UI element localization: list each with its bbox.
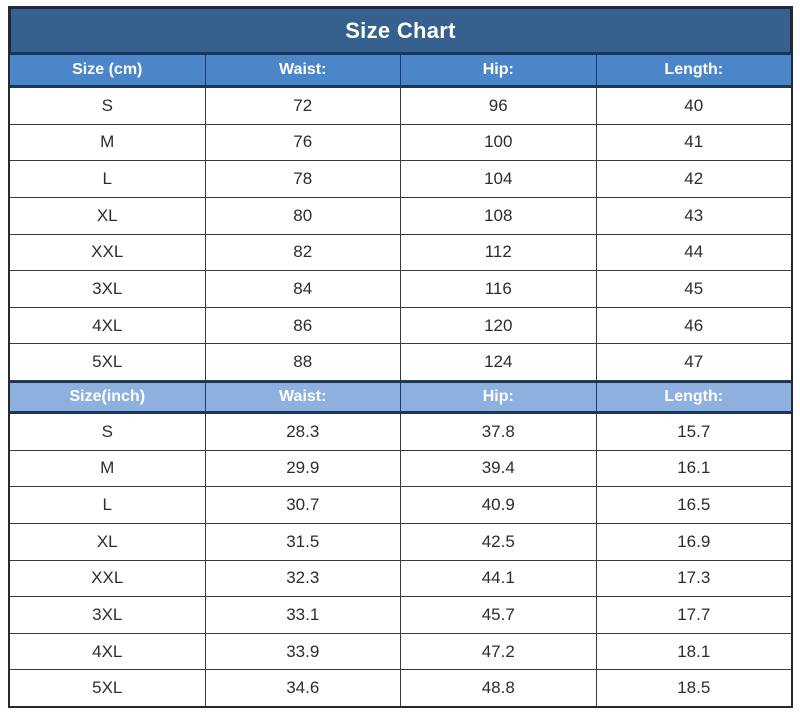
size-cell: S bbox=[10, 414, 206, 450]
value-cell: 15.7 bbox=[677, 421, 711, 441]
size-cell: XL bbox=[10, 197, 206, 234]
value-cell: 18.5 bbox=[677, 678, 711, 698]
size-cell: 4XL bbox=[10, 307, 206, 344]
table-row: L 78 104 42 bbox=[10, 161, 791, 198]
value-cell: 16.1 bbox=[677, 458, 711, 478]
value-cell: 47 bbox=[684, 352, 704, 372]
value-cell: 33.1 bbox=[206, 597, 401, 633]
value-cell: 42.5 bbox=[401, 523, 597, 560]
header-cell-inch-1: Waist: bbox=[206, 383, 401, 411]
size-cell: 5XL bbox=[10, 670, 206, 706]
value-cell: 72 bbox=[206, 88, 401, 124]
table-row: 5XL 34.6 48.8 18.5 bbox=[10, 670, 791, 706]
value-cell: 86 bbox=[206, 307, 401, 344]
value-cell: 96 bbox=[401, 88, 597, 124]
value-cell: 40.9 bbox=[401, 487, 597, 523]
value-cell: 120 bbox=[401, 307, 597, 344]
header-cell-inch-0: Size(inch) bbox=[10, 383, 206, 411]
value-cell: 33.9 bbox=[206, 633, 401, 670]
value-cell: 17.7 bbox=[677, 604, 711, 624]
value-cell: 45 bbox=[684, 278, 704, 298]
header-cell-inch-2: Hip: bbox=[401, 383, 597, 411]
page-title: Size Chart bbox=[345, 17, 456, 43]
value-cell: 43 bbox=[684, 205, 704, 225]
value-cell: 112 bbox=[401, 234, 597, 271]
table-row: S 28.3 37.8 15.7 bbox=[10, 414, 791, 451]
value-cell: 124 bbox=[401, 344, 597, 380]
size-cell: M bbox=[10, 450, 206, 487]
size-cell: XXL bbox=[10, 234, 206, 271]
value-cell: 17.3 bbox=[677, 568, 711, 588]
value-cell: 48.8 bbox=[401, 670, 597, 706]
table-row: 4XL 33.9 47.2 18.1 bbox=[10, 633, 791, 671]
value-cell: 42 bbox=[684, 169, 704, 189]
value-cell: 30.7 bbox=[206, 487, 401, 523]
size-cell: L bbox=[10, 487, 206, 523]
value-cell: 78 bbox=[206, 161, 401, 197]
value-cell: 40 bbox=[684, 95, 704, 115]
size-cell: 4XL bbox=[10, 633, 206, 670]
table-row: 4XL 86 120 46 bbox=[10, 307, 791, 345]
table-row: S 72 96 40 bbox=[10, 88, 791, 125]
size-chart-title-bar: Size Chart bbox=[8, 6, 793, 55]
size-cell: L bbox=[10, 161, 206, 197]
value-cell: 80 bbox=[206, 197, 401, 234]
value-cell: 76 bbox=[206, 124, 401, 161]
header-row-inch: Size(inch) Waist: Hip: Length: bbox=[10, 381, 791, 414]
value-cell: 116 bbox=[401, 271, 597, 307]
size-cell: S bbox=[10, 88, 206, 124]
value-cell: 100 bbox=[401, 124, 597, 161]
size-cell: XXL bbox=[10, 560, 206, 597]
table-row: XXL 32.3 44.1 17.3 bbox=[10, 560, 791, 598]
table-row: 3XL 33.1 45.7 17.7 bbox=[10, 597, 791, 634]
value-cell: 31.5 bbox=[206, 523, 401, 560]
value-cell: 16.5 bbox=[677, 495, 711, 515]
size-cell: M bbox=[10, 124, 206, 161]
header-cell-cm-1: Waist: bbox=[206, 55, 401, 85]
value-cell: 16.9 bbox=[677, 531, 711, 551]
header-cell-inch-3: Length: bbox=[664, 388, 724, 405]
value-cell: 34.6 bbox=[206, 670, 401, 706]
table-row: XXL 82 112 44 bbox=[10, 234, 791, 272]
header-cell-cm-0: Size (cm) bbox=[10, 55, 206, 85]
value-cell: 28.3 bbox=[206, 414, 401, 450]
value-cell: 39.4 bbox=[401, 450, 597, 487]
size-chart: Size Chart Size (cm) Waist: Hip: Length: S 72… bbox=[8, 6, 793, 708]
value-cell: 32.3 bbox=[206, 560, 401, 597]
value-cell: 44 bbox=[684, 242, 704, 262]
header-row-cm: Size (cm) Waist: Hip: Length: bbox=[10, 55, 791, 88]
value-cell: 18.1 bbox=[677, 641, 711, 661]
header-cell-cm-3: Length: bbox=[664, 61, 724, 78]
table-row: L 30.7 40.9 16.5 bbox=[10, 487, 791, 524]
size-cell: 5XL bbox=[10, 344, 206, 380]
size-cell: 3XL bbox=[10, 271, 206, 307]
value-cell: 45.7 bbox=[401, 597, 597, 633]
value-cell: 46 bbox=[684, 315, 704, 335]
table-row: M 76 100 41 bbox=[10, 124, 791, 162]
value-cell: 29.9 bbox=[206, 450, 401, 487]
value-cell: 41 bbox=[684, 132, 704, 152]
value-cell: 104 bbox=[401, 161, 597, 197]
value-cell: 108 bbox=[401, 197, 597, 234]
size-cell: XL bbox=[10, 523, 206, 560]
table-row: 5XL 88 124 47 bbox=[10, 344, 791, 381]
value-cell: 44.1 bbox=[401, 560, 597, 597]
size-table: Size (cm) Waist: Hip: Length: S 72 96 40 M 76 100 4… bbox=[8, 55, 793, 708]
table-row: XL 31.5 42.5 16.9 bbox=[10, 523, 791, 561]
table-row: 3XL 84 116 45 bbox=[10, 271, 791, 308]
size-cell: 3XL bbox=[10, 597, 206, 633]
value-cell: 47.2 bbox=[401, 633, 597, 670]
table-row: M 29.9 39.4 16.1 bbox=[10, 450, 791, 488]
table-row: XL 80 108 43 bbox=[10, 197, 791, 235]
header-cell-cm-2: Hip: bbox=[401, 55, 597, 85]
value-cell: 82 bbox=[206, 234, 401, 271]
value-cell: 88 bbox=[206, 344, 401, 380]
value-cell: 37.8 bbox=[401, 414, 597, 450]
value-cell: 84 bbox=[206, 271, 401, 307]
